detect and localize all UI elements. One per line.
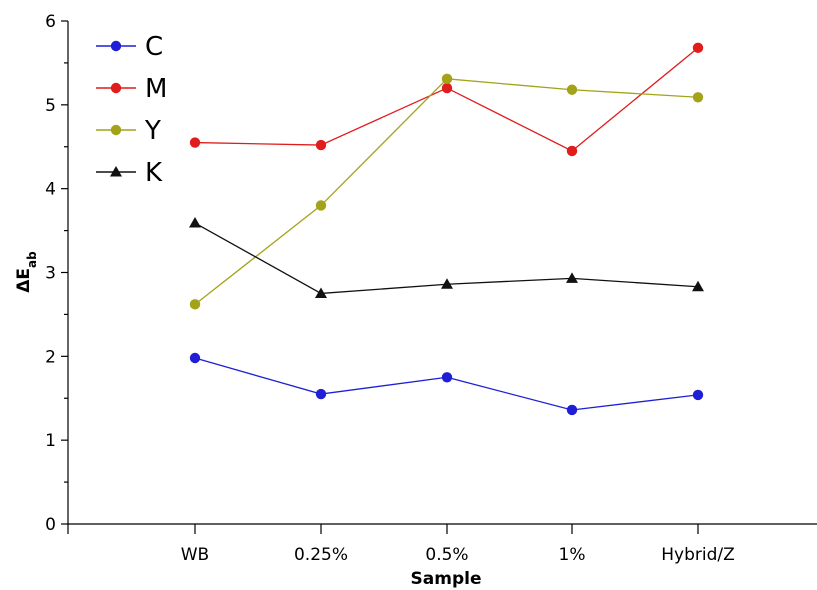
series-y-point	[315, 200, 327, 211]
series-c-point	[441, 372, 453, 383]
x-tick-label: 1%	[559, 545, 586, 565]
y-tick-label: 6	[45, 12, 56, 32]
y-tick-label: 0	[45, 515, 56, 535]
y-ticks: 0 1 2 3 4 5 6	[45, 12, 68, 535]
series-c-point	[315, 388, 327, 400]
legend-swatch-marker	[110, 82, 122, 94]
series-y-point	[441, 73, 453, 85]
series-y-point	[566, 84, 578, 95]
series-k	[189, 217, 704, 298]
series-k-point	[692, 280, 704, 292]
y-axis-title-sub: ab	[25, 251, 39, 268]
axes	[67, 21, 817, 525]
series-m	[189, 42, 704, 157]
series-layer	[189, 42, 704, 416]
series-k-point	[566, 272, 578, 283]
series-y-point	[692, 92, 704, 103]
series-k-point	[189, 217, 201, 228]
series-m-point	[566, 145, 578, 157]
series-m-point	[315, 139, 327, 151]
legend-swatch-marker	[110, 124, 122, 136]
x-axis-title: Sample	[411, 569, 482, 589]
legend-label: Y	[144, 116, 161, 146]
legend-label: M	[145, 74, 167, 104]
x-tick-label: 0.25%	[294, 545, 348, 565]
series-m-point	[692, 42, 704, 54]
y-axis-title-main: ΔE	[14, 268, 34, 293]
series-y-point	[189, 299, 201, 310]
y-tick-label: 2	[45, 347, 56, 367]
series-c-point	[692, 389, 704, 401]
series-k-point	[315, 287, 327, 298]
x-tick-label: 0.5%	[425, 545, 468, 565]
series-c	[189, 352, 704, 416]
legend-swatch-marker	[110, 166, 122, 177]
series-c-point	[566, 404, 578, 416]
y-tick-label: 5	[45, 96, 56, 116]
x-ticks: WB 0.25% 0.5% 1% Hybrid/Z	[67, 524, 735, 565]
series-k-point	[441, 278, 453, 289]
x-tick-label: WB	[181, 545, 209, 565]
y-tick-label: 1	[45, 431, 56, 451]
series-c-point	[189, 352, 201, 364]
series-y-line	[194, 78, 699, 305]
x-tick-label: Hybrid/Z	[661, 545, 735, 565]
series-m-line	[194, 47, 699, 152]
legend-label: K	[145, 158, 163, 188]
legend-item-m: M	[96, 74, 167, 104]
legend-item-y: Y	[96, 116, 161, 146]
series-m-point	[189, 137, 201, 148]
series-c-line	[194, 357, 699, 411]
legend-swatch-marker	[110, 40, 122, 52]
legend-label: C	[145, 32, 163, 62]
y-tick-label: 4	[45, 180, 56, 200]
y-axis-title: ΔEab	[14, 251, 39, 293]
legend-item-k: K	[96, 158, 163, 188]
series-y	[189, 73, 704, 310]
y-tick-label: 3	[45, 264, 56, 284]
series-m-point	[441, 82, 453, 94]
legend-item-c: C	[96, 32, 163, 62]
